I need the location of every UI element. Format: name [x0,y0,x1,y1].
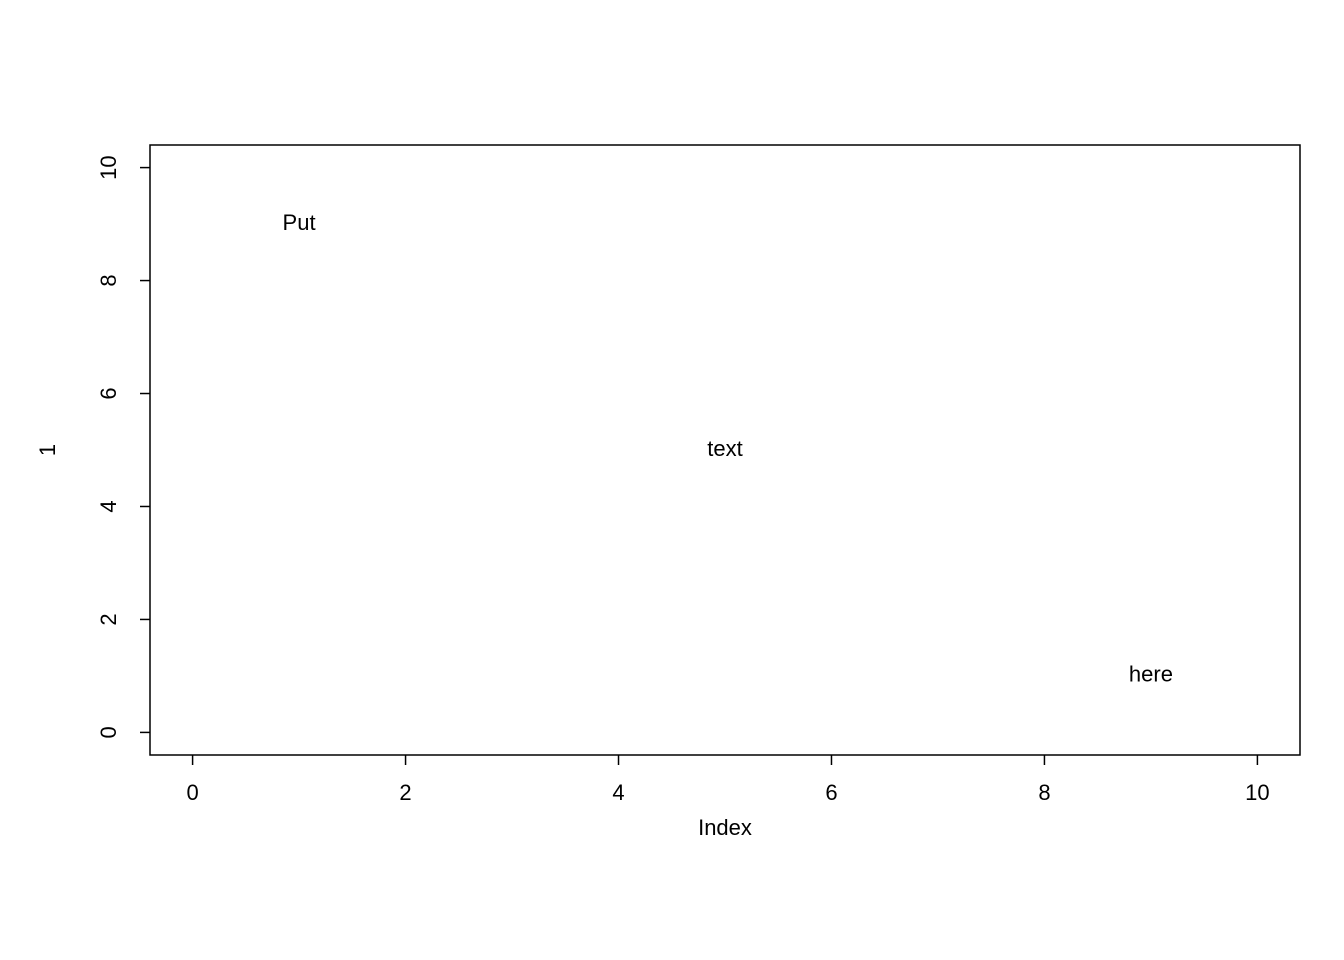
x-tick-label: 6 [825,780,837,805]
y-tick-label: 8 [96,274,121,286]
x-axis-title: Index [698,815,752,840]
text-annotation-plot: 0 2 4 6 8 10 0 2 4 6 8 10 Index 1 Put text here [0,0,1344,960]
x-tick-label: 8 [1038,780,1050,805]
x-tick-label: 2 [399,780,411,805]
y-tick-label: 2 [96,613,121,625]
y-tick-label: 0 [96,726,121,738]
x-tick-label: 0 [186,780,198,805]
plot-annotation: text [707,436,742,461]
x-tick-label: 10 [1245,780,1269,805]
y-axis-title: 1 [35,444,60,456]
plot-annotation: Put [283,210,316,235]
y-tick-label: 4 [96,500,121,512]
y-tick-label: 10 [96,155,121,179]
x-tick-label: 4 [612,780,624,805]
plot-annotation: here [1129,662,1173,687]
y-tick-label: 6 [96,387,121,399]
